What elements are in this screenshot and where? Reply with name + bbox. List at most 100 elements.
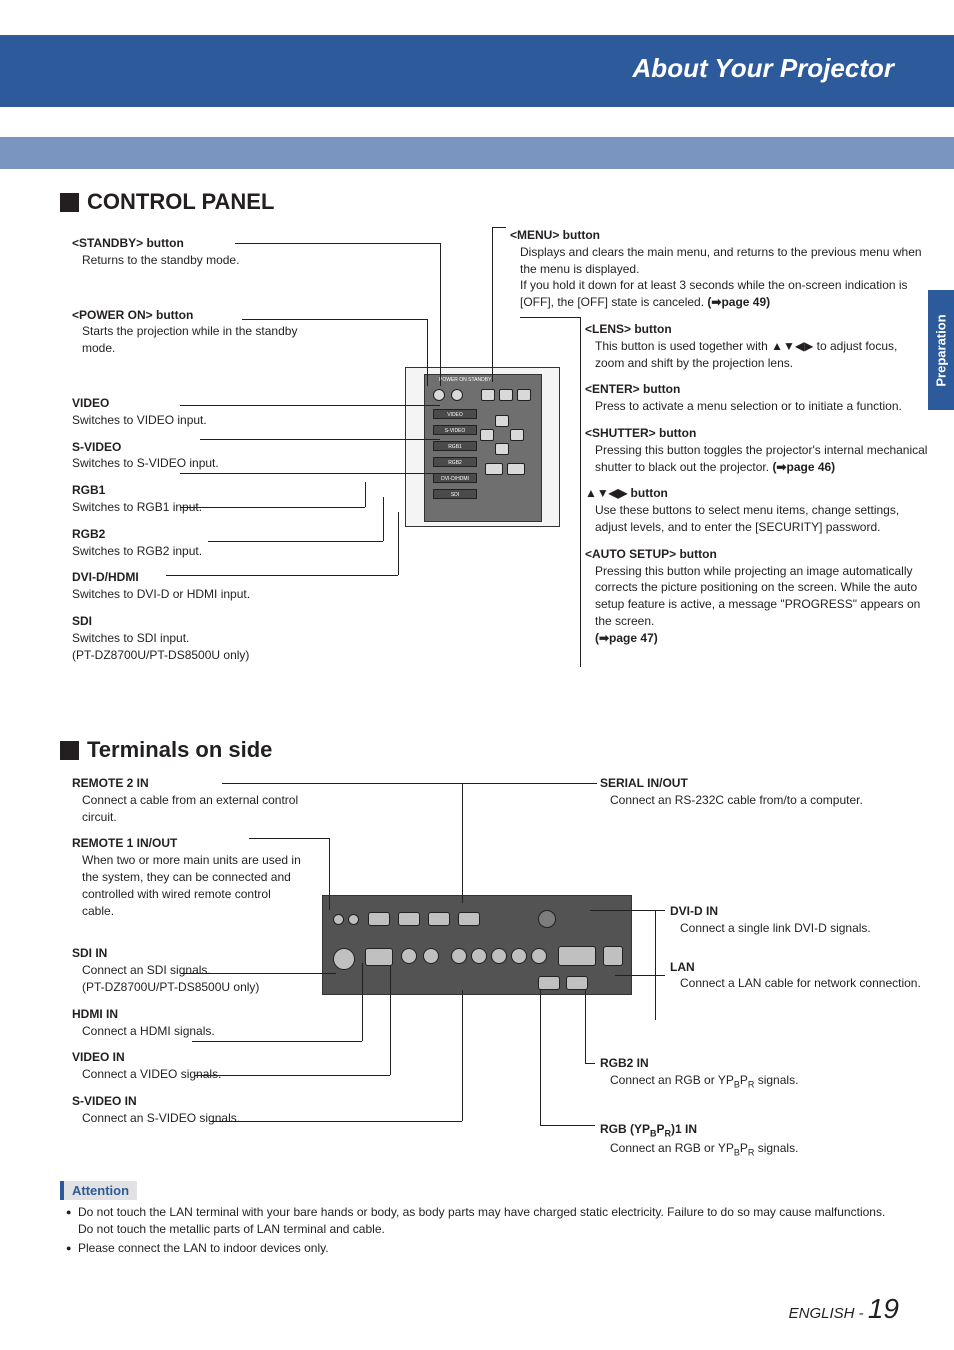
callout-line	[362, 963, 363, 1041]
port-icon	[558, 946, 596, 966]
callout-line	[398, 512, 399, 575]
rgb2-sel-icon: RGB2	[433, 457, 477, 467]
label: RGB2 IN	[600, 1055, 920, 1072]
label: SDI IN	[72, 945, 302, 962]
item-auto: <AUTO SETUP> button Pressing this button…	[585, 546, 930, 647]
desc: Connect a cable from an external control…	[82, 792, 302, 826]
attention-heading: Attention	[60, 1181, 137, 1200]
desc: Press to activate a menu selection or to…	[595, 398, 930, 415]
callout-line	[192, 1041, 362, 1042]
desc: Switches to S-VIDEO input.	[72, 455, 332, 472]
left-arrow-icon	[480, 429, 494, 441]
page-title: About Your Projector	[633, 53, 894, 84]
label: VIDEO IN	[72, 1049, 302, 1066]
desc: Connect an S-VIDEO signals.	[82, 1110, 302, 1127]
label: RGB1	[72, 482, 332, 499]
label: HDMI IN	[72, 1006, 302, 1023]
callout-line	[249, 838, 329, 839]
callout-line	[540, 1125, 595, 1126]
callout-line	[540, 990, 541, 1125]
text: Do not touch the LAN terminal with your …	[78, 1205, 885, 1236]
desc: Switches to VIDEO input.	[72, 412, 332, 429]
callout-line	[235, 243, 440, 244]
desc: Returns to the standby mode.	[82, 252, 332, 269]
callout-line	[180, 473, 440, 474]
text: Displays and clears the main menu, and r…	[520, 245, 922, 276]
callout-line	[427, 319, 428, 386]
label: SDI	[72, 613, 332, 630]
item-arrows: ▲▼◀▶ button Use these buttons to select …	[585, 485, 930, 535]
shutter-button-icon	[485, 463, 503, 475]
port-icon	[333, 948, 355, 970]
port-icon	[491, 948, 507, 964]
item-remote1: REMOTE 1 IN/OUT When two or more main un…	[72, 835, 302, 919]
section-title: CONTROL PANEL	[87, 189, 274, 215]
page-ref: (➡page 49)	[707, 295, 770, 309]
desc: Switches to RGB2 input.	[72, 543, 332, 560]
item-serial: SERIAL IN/OUT Connect an RS-232C cable f…	[600, 775, 920, 809]
callout-line	[492, 227, 506, 228]
t-right-col3: RGB2 IN Connect an RGB or YPBPR signals.…	[600, 1055, 920, 1169]
callout-line	[329, 838, 330, 910]
item-rgb1in: RGB (YPBPR)1 IN Connect an RGB or YPBPR …	[600, 1121, 920, 1159]
item-hdmiin: HDMI IN Connect a HDMI signals.	[72, 1006, 302, 1040]
side-tab: Preparation	[928, 290, 954, 410]
port-icon	[471, 948, 487, 964]
port-icon	[333, 914, 344, 925]
item-svideo: S-VIDEO Switches to S-VIDEO input.	[72, 439, 332, 473]
t-right-col: SERIAL IN/OUT Connect an RS-232C cable f…	[600, 775, 920, 819]
label: S-VIDEO	[72, 439, 332, 456]
callout-line	[208, 541, 383, 542]
label: DVI-D/HDMI	[72, 569, 332, 586]
callout-line	[222, 783, 462, 784]
sdi-sel-icon: SDI	[433, 489, 477, 499]
item-standby: <STANDBY> button Returns to the standby …	[72, 235, 332, 269]
desc: Connect a HDMI signals.	[82, 1023, 302, 1040]
square-bullet-icon	[60, 741, 79, 760]
down-arrow-icon	[495, 443, 509, 455]
item-rgb1: RGB1 Switches to RGB1 input.	[72, 482, 332, 516]
t-left-col: REMOTE 2 IN Connect a cable from an exte…	[72, 775, 302, 1137]
item-videoin: VIDEO IN Connect a VIDEO signals.	[72, 1049, 302, 1083]
label: <AUTO SETUP> button	[585, 546, 930, 563]
port-icon	[538, 910, 556, 928]
item-lens: <LENS> button This button is used togeth…	[585, 321, 930, 371]
callout-line	[200, 439, 440, 440]
attention-item: Please connect the LAN to indoor devices…	[66, 1240, 904, 1257]
label: VIDEO	[72, 395, 332, 412]
footer-page-number: 19	[868, 1293, 899, 1324]
item-sdi: SDI Switches to SDI input. (PT-DZ8700U/P…	[72, 613, 332, 663]
callout-line	[390, 965, 391, 1075]
label: <ENTER> button	[585, 381, 930, 398]
desc: Switches to SDI input.	[72, 630, 332, 647]
callout-line	[492, 227, 493, 382]
square-bullet-icon	[60, 193, 79, 212]
port-icon	[451, 948, 467, 964]
callout-line	[195, 1075, 390, 1076]
right-inner: <LENS> button This button is used togeth…	[585, 321, 930, 647]
label: S-VIDEO IN	[72, 1093, 302, 1110]
port-icon	[566, 976, 588, 990]
desc: Pressing this button while projecting an…	[595, 563, 930, 647]
page: About Your Projector Preparation CONTROL…	[0, 0, 954, 1350]
desc: Use these buttons to select menu items, …	[595, 502, 930, 536]
callout-line	[462, 783, 463, 903]
desc2: (PT-DZ8700U/PT-DS8500U only)	[82, 979, 302, 996]
desc: When two or more main units are used in …	[82, 852, 302, 919]
text: Please connect the LAN to indoor devices…	[78, 1241, 329, 1255]
port-icon	[511, 948, 527, 964]
desc: Connect a LAN cable for network connecti…	[680, 975, 930, 992]
port-icon	[603, 946, 623, 966]
callout-line	[180, 405, 440, 406]
page-ref: (➡page 47)	[595, 631, 658, 645]
text: Pressing this button while projecting an…	[595, 564, 920, 628]
callout-line	[210, 1121, 462, 1122]
callout-line	[462, 990, 463, 1121]
cp-header-text: POWER ON STANDBY	[439, 377, 491, 383]
label: <MENU> button	[510, 227, 930, 244]
attention-list: Do not touch the LAN terminal with your …	[60, 1204, 904, 1256]
callout-line	[590, 910, 665, 911]
port-icon	[458, 912, 480, 926]
desc: Connect an SDI signals.	[82, 962, 302, 979]
t-right-col2: DVI-D IN Connect a single link DVI-D sig…	[670, 903, 930, 1002]
